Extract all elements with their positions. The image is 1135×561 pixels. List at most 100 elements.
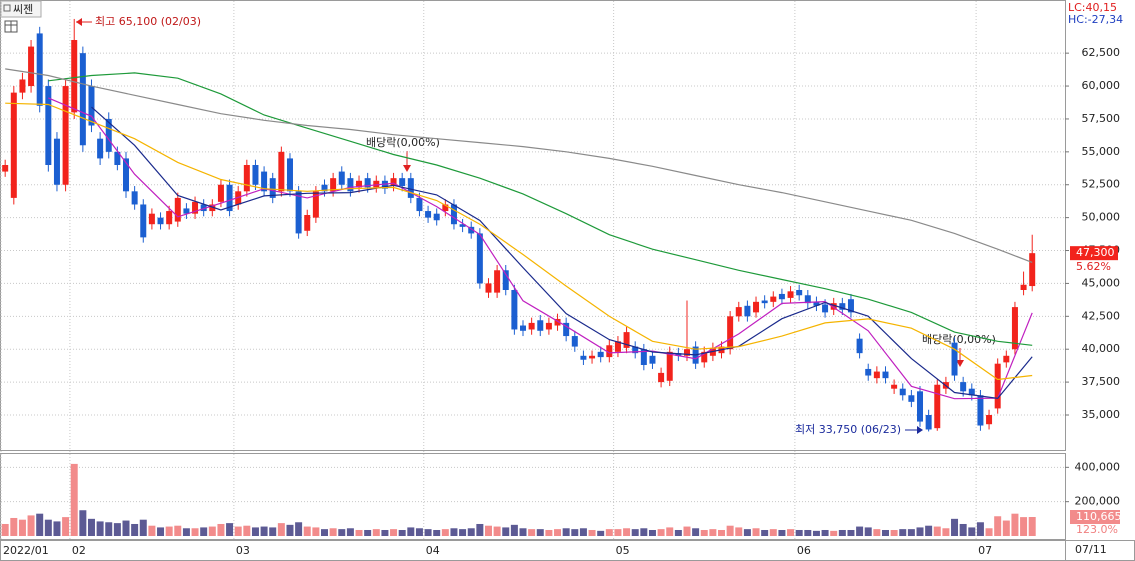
candle-body xyxy=(658,372,665,383)
candle-body xyxy=(675,353,682,356)
y-tick-label: 42,500 xyxy=(1082,309,1121,322)
candle-body xyxy=(934,384,941,429)
volume-bar xyxy=(18,519,26,536)
candle-body xyxy=(459,224,466,227)
candle-body xyxy=(321,184,328,192)
candle-body xyxy=(468,226,475,234)
volume-bar xyxy=(787,529,795,536)
candle-body xyxy=(520,325,527,331)
candle-body xyxy=(727,316,734,350)
candle-body xyxy=(416,197,423,212)
candle-body xyxy=(123,158,130,192)
stock-name: 씨젠 xyxy=(13,3,33,16)
volume-bar xyxy=(933,526,941,536)
x-tick-label: 07 xyxy=(978,544,992,557)
volume-bar xyxy=(899,529,907,536)
volume-bar xyxy=(674,529,682,536)
y-tick-label: 55,000 xyxy=(1082,145,1121,158)
candle-body xyxy=(502,270,509,290)
volume-bar xyxy=(528,529,536,536)
high-arrowhead xyxy=(76,18,82,26)
candle-body xyxy=(960,382,967,392)
candle-body xyxy=(261,171,268,192)
candle-body xyxy=(899,388,906,396)
candle-body xyxy=(295,191,302,234)
candle-body xyxy=(79,53,86,146)
last-price: 47,300 xyxy=(1076,246,1115,259)
volume-bar xyxy=(234,526,242,536)
candle-body xyxy=(269,178,276,198)
volume-bar xyxy=(122,520,130,536)
candle-body xyxy=(580,355,587,360)
candle-body xyxy=(338,171,345,185)
volume-bar xyxy=(951,518,959,536)
volume-bar xyxy=(398,529,406,536)
volume-bar xyxy=(873,529,881,536)
x-tick-label: 02 xyxy=(72,544,86,557)
volume-bar xyxy=(976,522,984,536)
volume-bar xyxy=(795,529,803,536)
moving-average xyxy=(5,68,1033,263)
volume-bar xyxy=(312,527,320,536)
candle-body xyxy=(822,304,829,313)
candle-body xyxy=(390,178,397,187)
volume-bar xyxy=(726,525,734,536)
candle-body xyxy=(373,180,380,188)
candle-body xyxy=(114,151,121,165)
candle-body xyxy=(951,342,958,376)
candle-body xyxy=(649,355,656,364)
y-tick-label: 45,000 xyxy=(1082,276,1121,289)
y-tick-label: 62,500 xyxy=(1082,46,1121,59)
candle-body xyxy=(597,351,604,358)
candle-body xyxy=(683,349,690,356)
volume-bar xyxy=(105,522,113,536)
candle-body xyxy=(286,158,293,192)
candle-body xyxy=(666,351,673,381)
volume-bar xyxy=(269,527,277,536)
volume-bar xyxy=(174,525,182,536)
volume-bar xyxy=(424,529,432,536)
volume-bar xyxy=(53,521,61,536)
candle-body xyxy=(744,305,751,317)
candle-body xyxy=(856,338,863,354)
volume-bar xyxy=(467,528,475,536)
volume-bar xyxy=(96,521,104,536)
volume-bar xyxy=(1011,513,1019,536)
candle-body xyxy=(217,184,224,202)
stock-tab[interactable] xyxy=(0,0,42,18)
candle-body xyxy=(804,295,811,304)
volume-bar xyxy=(251,527,259,536)
lc-indicator: LC:40,15 xyxy=(1068,1,1117,14)
volume-bar xyxy=(277,523,285,536)
candle-body xyxy=(476,233,483,284)
y-tick-label: 200,000 xyxy=(1075,495,1121,508)
candle-body xyxy=(450,204,457,225)
volume-bar xyxy=(916,527,924,536)
candle-body xyxy=(865,368,872,376)
candle-body xyxy=(908,395,915,402)
dividend-annotation: 배당락(0,00%) xyxy=(922,333,996,346)
x-tick-label: 06 xyxy=(797,544,811,557)
volume-bar xyxy=(208,526,216,536)
dividend-annotation: 배당락(0,00%) xyxy=(366,136,440,149)
volume-bar xyxy=(864,527,872,536)
candle-body xyxy=(571,336,578,347)
moving-average xyxy=(48,72,1033,346)
candle-body xyxy=(192,201,199,214)
candle-body xyxy=(545,322,552,330)
candle-body xyxy=(157,217,164,225)
volume-bar xyxy=(821,529,829,536)
volume-bar xyxy=(493,526,501,536)
volume-bar xyxy=(286,524,294,536)
candle-body xyxy=(528,322,535,330)
candle-body xyxy=(606,345,613,358)
volume-bar xyxy=(761,529,769,536)
volume-bar xyxy=(441,529,449,536)
candle-body xyxy=(830,303,837,310)
volume-bar xyxy=(1002,520,1010,536)
volume-bar xyxy=(778,529,786,536)
candle-body xyxy=(891,384,898,389)
candle-body xyxy=(994,363,1001,409)
volume-bar xyxy=(390,529,398,536)
candle-body xyxy=(511,290,518,330)
